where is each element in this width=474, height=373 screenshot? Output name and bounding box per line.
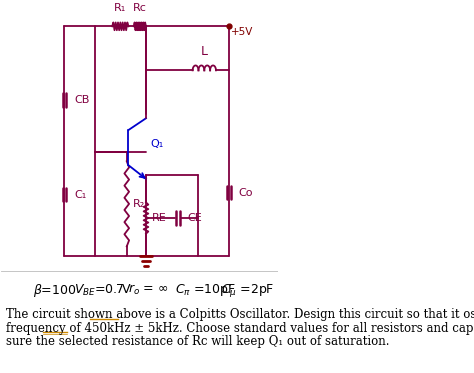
Text: The circuit shown above is a Colpitts Oscillator. Design this circuit so that it: The circuit shown above is a Colpitts Os… (6, 308, 474, 321)
Text: $V_{BE}$=0.7V: $V_{BE}$=0.7V (74, 283, 132, 298)
Text: $C_\pi$ =10pF: $C_\pi$ =10pF (174, 282, 236, 298)
Text: Co: Co (238, 188, 253, 198)
Text: R₂: R₂ (133, 199, 145, 209)
Text: RE: RE (152, 213, 166, 223)
Text: $C_\mu$ =2pF: $C_\mu$ =2pF (220, 282, 274, 299)
Text: CE: CE (187, 213, 202, 223)
Text: $\beta$=100: $\beta$=100 (34, 282, 77, 299)
Text: frequency of 450kHz ± 5kHz. Choose standard values for all resistors and capacit: frequency of 450kHz ± 5kHz. Choose stand… (6, 322, 474, 335)
Text: CB: CB (75, 95, 90, 105)
Text: +5V: +5V (231, 27, 254, 37)
Text: $r_o$ = $\infty$: $r_o$ = $\infty$ (128, 283, 169, 298)
Text: L: L (201, 45, 208, 58)
Text: C₁: C₁ (75, 189, 87, 200)
Text: sure the selected resistance of Rc will keep Q₁ out of saturation.: sure the selected resistance of Rc will … (6, 335, 390, 348)
Text: Rc: Rc (133, 3, 147, 13)
Text: R₁: R₁ (114, 3, 127, 13)
Text: Q₁: Q₁ (151, 139, 164, 149)
